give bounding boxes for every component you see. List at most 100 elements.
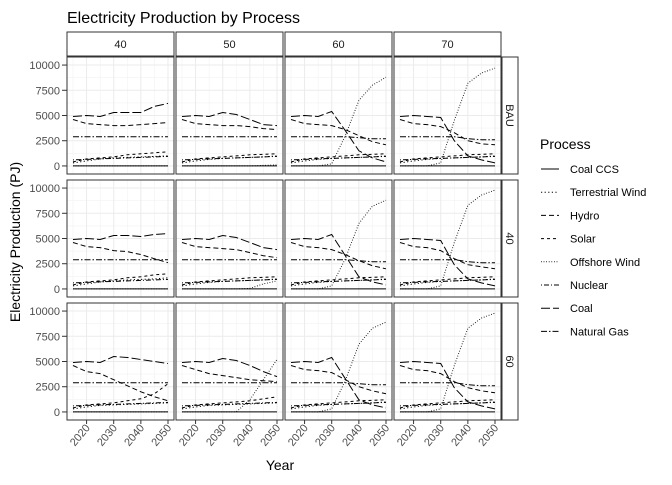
series-line-solar [399,276,496,286]
panel-bau-40 [66,56,175,175]
y-tick-label: 10000 [29,306,60,318]
y-axis-label: Electricity Production (PJ) [7,162,23,322]
row-strip-label-60: 60 [503,355,515,367]
x-tick-label: 2040 [449,422,474,448]
series-line-coal [181,357,278,378]
series-line-hydro [72,242,169,264]
series-line-natural-gas [400,259,495,264]
panel-bau-70 [393,56,502,175]
legend-title: Process [540,136,591,152]
panel-border [66,56,175,175]
x-tick-label: 2050 [149,422,174,448]
panel-border [66,302,175,421]
col-strip-label-70: 70 [441,39,453,51]
series-line-hydro [290,365,387,395]
series-line-nuclear [399,278,496,284]
series-line-offshore-wind [400,67,496,167]
series-line-coal [290,233,387,286]
series-line-hydro [181,242,278,259]
series-line-hydro [181,365,278,383]
x-tick-label: 2050 [476,422,501,448]
legend-item-offshore-wind: Offshore Wind [541,257,640,269]
series-line-nuclear [72,401,169,407]
y-tick-label: 2500 [36,136,60,148]
series-line-nuclear [290,401,387,407]
legend-label-solar: Solar [570,234,596,246]
series-line-offshore-wind [291,321,387,413]
legend-label-nuclear: Nuclear [570,280,608,292]
legend: Process Coal CCS Terrestrial Wind Hydro Sol… [540,136,646,338]
panel-border [393,56,502,175]
series-line-terrestrial-wind [72,277,169,287]
chart-title: Electricity Production by Process [67,10,300,27]
legend-label-natural-gas: Natural Gas [570,326,629,338]
panel-border [393,302,502,421]
x-tick-label: 2030 [204,422,229,448]
panel-bau-60 [284,56,393,175]
legend-label-coal: Coal [570,303,593,315]
series-line-coal [290,356,387,409]
y-tick-label: 7500 [36,331,60,343]
panel-border [393,179,502,298]
x-tick-label: 2020 [177,422,202,448]
series-line-offshore-wind [291,76,387,167]
series-line-solar [181,276,278,286]
x-tick-label: 2030 [95,422,120,448]
col-strip-60 [284,31,393,57]
series-line-solar [72,383,169,409]
series-line-coal [72,355,169,364]
series-line-hydro [72,119,169,127]
panel-border [284,56,393,175]
x-tick-label: 2020 [286,422,311,448]
y-tick-label: 2500 [36,382,60,394]
series-line-nuclear [290,155,387,161]
series-line-solar [72,273,169,286]
col-strip-label-40: 40 [114,39,126,51]
series-line-nuclear [290,278,387,284]
series-line-offshore-wind [400,189,496,290]
series-line-offshore-wind [400,312,496,413]
series-line-nuclear [399,155,496,161]
col-strip-40 [66,31,175,57]
series-line-hydro [399,242,496,270]
series-line-coal [181,111,278,127]
x-tick-label: 2020 [68,422,93,448]
series-line-natural-gas [291,136,386,140]
series-line-nuclear [181,155,278,161]
panel-60-70 [393,302,502,421]
panel-border [284,302,393,421]
series-line-hydro [181,119,278,131]
series-line-natural-gas [291,259,386,263]
legend-label-hydro: Hydro [570,210,599,222]
series-line-natural-gas [400,136,495,141]
y-tick-label: 7500 [36,208,60,220]
y-tick-label: 0 [54,284,60,296]
series-line-nuclear [72,155,169,161]
panel-40-60 [284,179,393,298]
x-tick-label: 2020 [395,422,420,448]
legend-item-coal-ccs: Coal CCS [541,164,619,176]
row-strip-label-40: 40 [503,232,515,244]
series-line-solar [181,396,278,409]
legend-item-coal: Coal [541,303,593,315]
panel-border [175,179,284,298]
series-line-offshore-wind [182,280,278,290]
row-strip-40 [501,179,519,298]
y-tick-label: 5000 [36,357,60,369]
x-tick-label: 2040 [231,422,256,448]
y-tick-label: 0 [54,407,60,419]
x-axis-label: Year [266,457,295,473]
facet-panels: 40 50 60 70 BAU 40 60 0 2500 5000 7500 10000 0 2500 50… [29,31,519,449]
y-tick-label: 7500 [36,85,60,97]
legend-label-offshore-wind: Offshore Wind [570,257,640,269]
y-tick-label: 5000 [36,234,60,246]
col-strip-50 [175,31,284,57]
legend-label-terrestrial-wind: Terrestrial Wind [570,187,646,199]
series-line-solar [399,153,496,163]
series-line-nuclear [181,278,278,284]
col-strip-70 [393,31,502,57]
series-line-coal [399,360,496,410]
row-strip-label-bau: BAU [503,104,515,127]
col-strip-label-60: 60 [332,39,344,51]
